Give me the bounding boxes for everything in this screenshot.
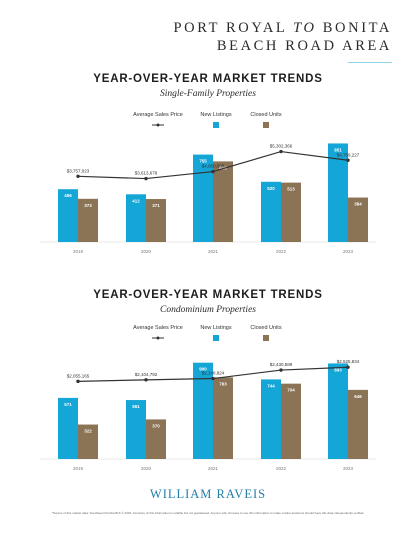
x-tick-label: 2022 (276, 466, 287, 471)
title-part-1: PORT ROYAL (173, 20, 287, 36)
data-label-closed-units: 371 (152, 203, 160, 208)
x-tick-label: 2020 (141, 466, 152, 471)
title-connector: TO (293, 20, 317, 36)
data-label-avg-sales-price: $2,525,834 (337, 359, 360, 364)
legend-swatch-closed-units (263, 122, 269, 128)
bar-closed-units (348, 389, 368, 459)
x-tick-label: 2020 (141, 249, 152, 254)
legend-marker-avg-price (156, 336, 160, 340)
point-avg-sales-price (144, 378, 148, 382)
data-label-avg-sales-price: $2,148,824 (202, 371, 225, 376)
data-label-new-listings: 851 (334, 147, 342, 152)
chart-2-subtitle: Condominium Properties (160, 305, 256, 315)
bar-closed-units (78, 424, 98, 459)
bar-new-listings (261, 379, 281, 459)
data-label-avg-sales-price: $3,757,023 (67, 168, 90, 173)
data-label-new-listings: 893 (334, 367, 342, 372)
chart-single-family: Average Sales Price New Listings Closed Un… (40, 112, 376, 254)
data-label-new-listings: 520 (267, 186, 275, 191)
bar-closed-units (281, 383, 301, 459)
data-label-closed-units: 646 (354, 394, 362, 399)
data-label-closed-units: 373 (84, 203, 92, 208)
bar-closed-units (348, 197, 368, 242)
bar-closed-units (281, 182, 301, 242)
point-avg-sales-price (211, 376, 215, 381)
point-avg-sales-price (279, 368, 283, 372)
data-label-new-listings: 755 (199, 159, 207, 164)
data-label-avg-sales-price: $3,613,678 (135, 171, 158, 176)
legend-swatch-new-listings (213, 335, 219, 341)
chart-2-title: YEAR-OVER-YEAR MARKET TRENDS (93, 289, 323, 301)
point-avg-sales-price (211, 169, 215, 174)
x-tick-label: 2019 (73, 249, 84, 254)
bar-new-listings (126, 194, 146, 242)
bar-new-listings (328, 143, 348, 242)
x-tick-label: 2021 (208, 249, 219, 254)
data-label-closed-units: 696 (219, 165, 227, 170)
x-tick-label: 2021 (208, 466, 219, 471)
data-label-avg-sales-price: $4,050,998 (202, 164, 225, 169)
chart-legend: Average Sales Price New Listings Closed Un… (133, 112, 282, 128)
x-tick-label: 2023 (343, 249, 354, 254)
legend-label-avg-price: Average Sales Price (133, 325, 183, 331)
data-label-closed-units: 763 (219, 381, 227, 386)
legend-label-new-listings: New Listings (200, 112, 231, 118)
legend-marker-avg-price (156, 123, 160, 127)
chart-1-title: YEAR-OVER-YEAR MARKET TRENDS (93, 73, 323, 85)
data-label-new-listings: 551 (132, 404, 140, 409)
data-label-closed-units: 370 (152, 423, 160, 428)
bar-new-listings (58, 189, 78, 242)
bar-new-listings (58, 397, 78, 459)
chart-1-subtitle: Single-Family Properties (160, 89, 256, 99)
title-part-2: BONITA (322, 20, 392, 36)
legend-label-closed-units: Closed Units (250, 325, 281, 331)
data-label-avg-sales-price: $2,430,589 (270, 362, 293, 367)
bar-new-listings (328, 363, 348, 459)
legend-label-avg-price: Average Sales Price (133, 112, 183, 118)
bar-new-listings (261, 181, 281, 242)
point-avg-sales-price (76, 379, 80, 384)
point-avg-sales-price (279, 149, 283, 154)
point-avg-sales-price (346, 365, 350, 369)
point-avg-sales-price (144, 176, 148, 181)
data-label-new-listings: 571 (64, 402, 72, 407)
data-label-closed-units: 704 (287, 388, 295, 393)
legend-swatch-closed-units (263, 335, 269, 341)
bar-new-listings (193, 154, 213, 242)
brand-logo: WILLIAM RAVEIS (149, 487, 267, 501)
report-title-line-1: PORT ROYAL TO BONITA (173, 20, 392, 37)
data-label-closed-units: 384 (354, 202, 362, 207)
chart-condominium: Average Sales Price New Listings Closed Un… (40, 325, 376, 471)
bar-new-listings (126, 400, 146, 459)
data-label-avg-sales-price: $2,055,165 (67, 373, 90, 378)
data-label-closed-units: 513 (287, 187, 295, 192)
bar-closed-units (213, 161, 233, 242)
point-avg-sales-price (76, 174, 80, 178)
data-label-new-listings: 900 (199, 367, 207, 372)
data-label-avg-sales-price: $5,302,366 (270, 144, 293, 149)
point-avg-sales-price (346, 158, 350, 162)
legend-label-closed-units: Closed Units (250, 112, 281, 118)
legend-swatch-new-listings (213, 122, 219, 128)
source-footnote: *Source of this market data: Southwest F… (51, 511, 365, 515)
bar-new-listings (193, 362, 213, 459)
bar-closed-units (78, 198, 98, 242)
title-accent-rule (348, 62, 392, 63)
data-label-avg-sales-price: $2,104,792 (135, 372, 158, 377)
bar-closed-units (213, 377, 233, 459)
bar-closed-units (146, 419, 166, 459)
legend-label-new-listings: New Listings (200, 325, 231, 331)
x-tick-label: 2023 (343, 466, 354, 471)
data-label-avg-sales-price: $4,759,227 (337, 152, 360, 157)
data-label-new-listings: 456 (64, 193, 72, 198)
x-tick-label: 2022 (276, 249, 287, 254)
x-tick-label: 2019 (73, 466, 84, 471)
chart-legend: Average Sales Price New Listings Closed Un… (133, 325, 282, 341)
data-label-new-listings: 744 (267, 383, 275, 388)
data-label-new-listings: 412 (132, 198, 140, 203)
report-title-line-2: BEACH ROAD AREA (216, 38, 392, 54)
data-label-closed-units: 322 (84, 429, 92, 434)
bar-closed-units (146, 199, 166, 242)
